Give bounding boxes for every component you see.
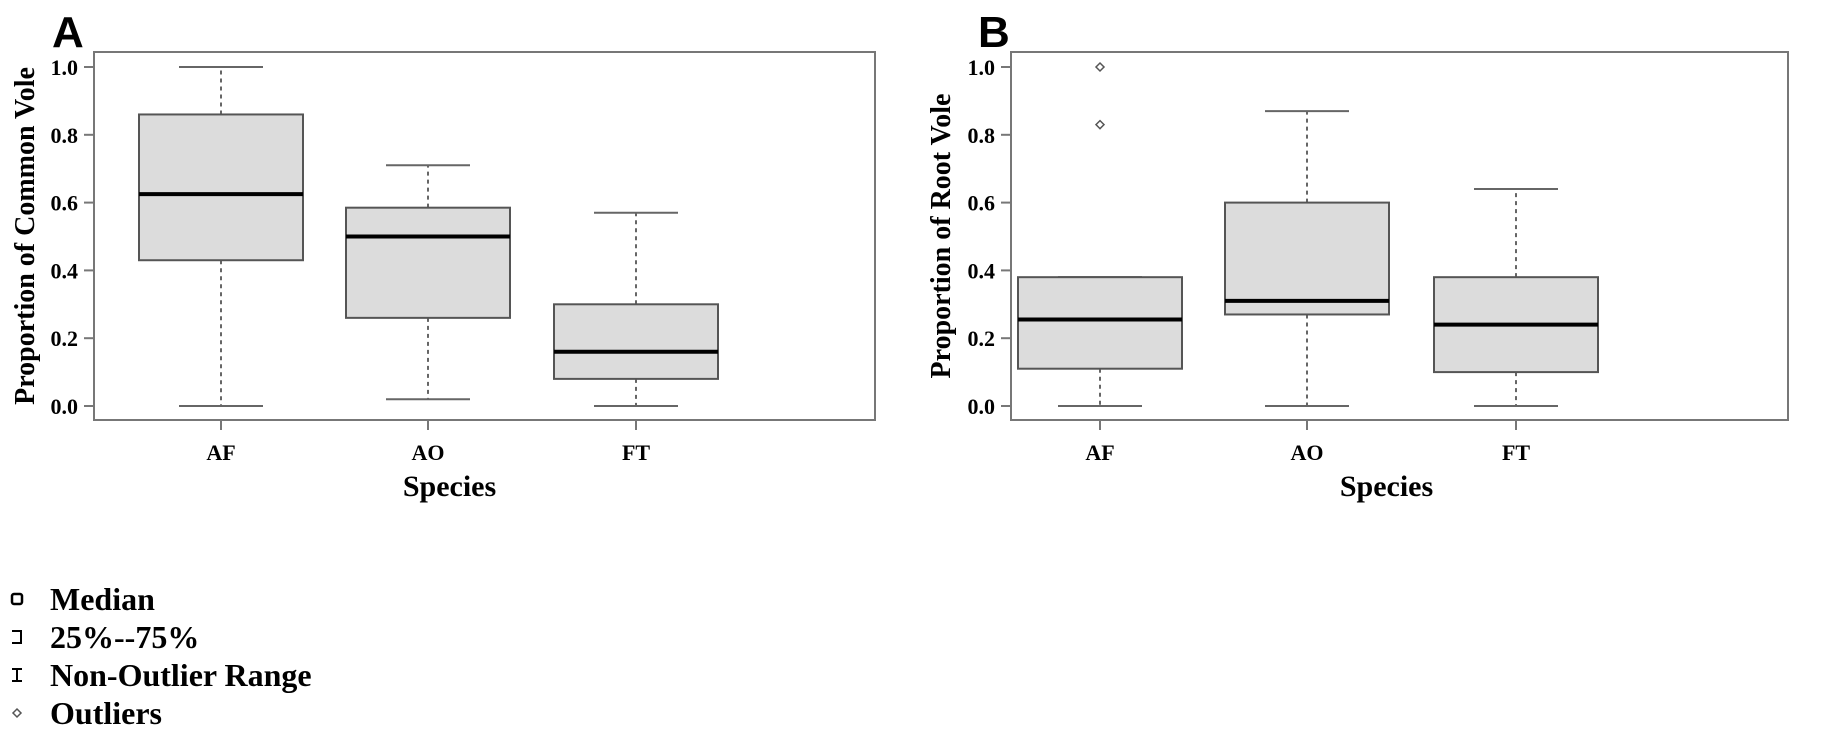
small-square-icon	[6, 588, 28, 610]
legend-item-quartiles: 25%--75%	[6, 618, 312, 656]
box-iqr	[138, 113, 304, 262]
box-ft	[1433, 188, 1599, 407]
x-tick-label: AO	[412, 440, 445, 465]
boxplot-chart-a: 0.0 0.2 0.4 0.6 0.8 1.0 Proportion of Common V…	[10, 51, 876, 503]
x-axis-label: Species	[1340, 470, 1433, 503]
plot-frame	[93, 51, 876, 421]
boxplot-chart-b: 0.0 0.2 0.4 0.6 0.8 1.0 Proportion of Root Vol…	[926, 51, 1789, 503]
legend-label-quartiles: 25%--75%	[50, 618, 200, 655]
x-tick-label: FT	[1502, 440, 1530, 465]
box-iqr	[553, 303, 719, 380]
outlier-point	[1094, 119, 1106, 130]
panel-letter-a: A	[52, 8, 84, 57]
panel-letter-b: B	[978, 8, 1010, 57]
y-tick-label: 1.0	[968, 55, 996, 80]
y-tick-label: 0.8	[968, 123, 996, 148]
y-tick-label: 0.0	[968, 394, 996, 419]
legend-item-median: Median	[6, 580, 312, 618]
x-tick-label: AO	[1291, 440, 1324, 465]
chart-panel-a: A 0.0 0.2 0.4 0.6 0.8 1.0 Proportion of Common…	[0, 0, 912, 600]
box-af	[138, 66, 304, 407]
box-iqr	[345, 206, 511, 319]
x-tick-label: AF	[1085, 440, 1114, 465]
legend: Median 25%--75% Non-Outlier Range Outlie…	[6, 580, 312, 732]
legend-item-range: Non-Outlier Range	[6, 656, 312, 694]
x-tick-label: FT	[622, 440, 650, 465]
y-tick-label: 1.0	[51, 55, 79, 80]
box-ft	[553, 211, 719, 407]
box-bracket-icon	[6, 626, 28, 648]
box-iqr	[1017, 276, 1183, 370]
legend-label-median: Median	[50, 580, 155, 617]
legend-item-outliers: Outliers	[6, 694, 312, 732]
legend-label-range: Non-Outlier Range	[50, 656, 312, 693]
y-tick-label: 0.8	[51, 123, 79, 148]
box-ao	[1224, 110, 1390, 407]
box-af	[1017, 61, 1183, 407]
y-tick-label: 0.0	[51, 394, 79, 419]
chart-panel-b: B 0.0 0.2 0.4 0.6 0.8 1.0 Proportion of Root V…	[912, 0, 1825, 600]
y-tick-label: 0.4	[968, 258, 996, 283]
x-axis-label: Species	[403, 470, 496, 503]
x-tick-label: AF	[206, 440, 235, 465]
box-ao	[345, 164, 511, 401]
y-tick-label: 0.6	[968, 191, 996, 216]
y-axis-label: Proportion of Root Vole	[926, 94, 957, 379]
legend-label-outliers: Outliers	[50, 694, 162, 731]
y-axis-label: Proportion of Common Vole	[10, 67, 41, 405]
box-iqr	[1224, 201, 1390, 316]
y-tick-label: 0.2	[51, 326, 79, 351]
whisker-icon	[6, 664, 28, 686]
y-tick-label: 0.6	[51, 191, 79, 216]
y-tick-label: 0.4	[51, 258, 79, 283]
outlier-point	[1094, 61, 1106, 73]
plot-frame	[1010, 51, 1789, 421]
diamond-icon	[6, 702, 28, 724]
y-tick-label: 0.2	[968, 326, 996, 351]
